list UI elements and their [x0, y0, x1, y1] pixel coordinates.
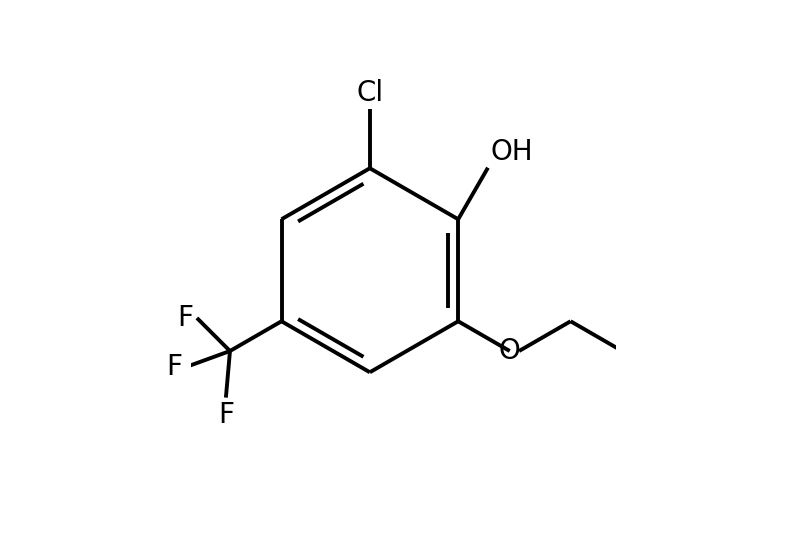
Text: Cl: Cl: [356, 78, 384, 107]
Text: F: F: [166, 353, 183, 381]
Text: OH: OH: [490, 137, 533, 166]
Text: F: F: [218, 401, 234, 429]
Text: O: O: [499, 337, 521, 365]
Text: F: F: [177, 304, 194, 332]
